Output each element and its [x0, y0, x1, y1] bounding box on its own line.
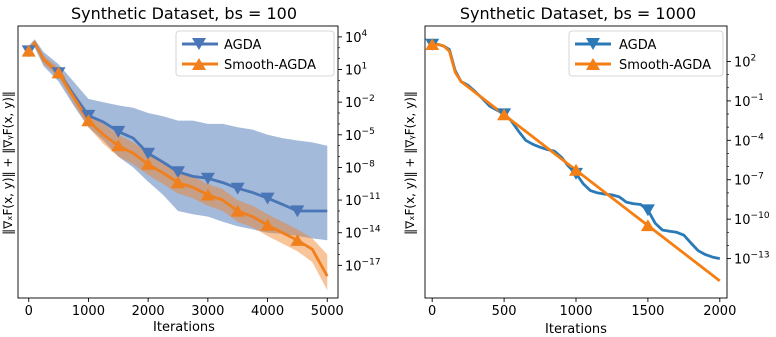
- data-point-marker: [171, 166, 185, 179]
- y-tick-label: 10−5: [345, 127, 375, 144]
- chart-left-y-ticks: 104 101 10−2 10−5 10−8 10−11 10−14 10−17: [338, 29, 381, 274]
- chart-left-lines: [27, 41, 329, 277]
- chart-left-ylabel: ‖∇ₓF(x, y)‖ + ‖∇ᵧF(x, y)‖: [1, 91, 15, 235]
- data-point-marker: [290, 205, 305, 218]
- data-point-marker: [497, 108, 512, 121]
- legend-agda-label: AGDA: [224, 38, 262, 53]
- chart-left-bands: [28, 39, 328, 291]
- chart-right-legend: AGDA Smooth-AGDA: [568, 30, 724, 77]
- y-tick-label: 10−2: [345, 94, 375, 111]
- chart-left-axes-frame: [17, 25, 339, 299]
- series-line: [27, 41, 329, 277]
- chart-left-x-ticks: 0 1000 2000 3000 4000 5000: [25, 298, 344, 319]
- chart-left-legend: AGDA Smooth-AGDA: [175, 30, 335, 77]
- y-tick-label: 104: [345, 29, 368, 46]
- x-tick-label: 0: [428, 304, 436, 319]
- legend-agda-marker: [586, 38, 600, 50]
- x-tick-label: 3000: [191, 304, 224, 319]
- chart-left-markers: [21, 44, 305, 246]
- data-point-marker: [200, 172, 215, 185]
- data-point-marker: [260, 192, 275, 205]
- y-tick-label: 10−8: [345, 159, 375, 176]
- legend-smooth-agda-label: Smooth-AGDA: [619, 58, 711, 73]
- confidence-band: [28, 39, 328, 241]
- chart-right-title: Synthetic Dataset, bs = 1000: [460, 4, 696, 23]
- data-point-marker: [200, 188, 215, 201]
- data-point-marker: [425, 38, 440, 50]
- chart-right: Synthetic Dataset, bs = 1000 0 500 1000 150…: [403, 4, 770, 337]
- data-point-marker: [51, 66, 66, 79]
- chart-right-x-ticks: 0 500 1000 1500 2000: [428, 298, 736, 319]
- x-tick-label: 1000: [72, 304, 105, 319]
- legend-agda-label: AGDA: [619, 38, 657, 53]
- y-tick-label: 10−13: [734, 251, 770, 268]
- y-tick-label: 10−17: [345, 257, 381, 274]
- data-point-marker: [230, 182, 245, 195]
- data-point-marker: [111, 125, 126, 138]
- x-tick-label: 1500: [631, 304, 664, 319]
- x-tick-label: 4000: [251, 304, 284, 319]
- chart-right-y-ticks: 102 10−1 10−4 10−7 10−10 10−13: [727, 53, 770, 268]
- series-line: [432, 43, 721, 260]
- data-point-marker: [171, 176, 185, 189]
- chart-left-title: Synthetic Dataset, bs = 100: [71, 4, 297, 23]
- x-tick-label: 500: [492, 304, 517, 319]
- y-tick-label: 101: [345, 62, 367, 79]
- y-tick-label: 10−1: [734, 93, 764, 110]
- chart-left-xlabel: Iterations: [153, 320, 215, 335]
- chart-right-markers: [425, 38, 655, 232]
- data-point-marker: [569, 163, 583, 176]
- legend-smooth-agda-label: Smooth-AGDA: [224, 58, 316, 73]
- y-tick-label: 102: [734, 53, 756, 70]
- x-tick-label: 1000: [559, 304, 592, 319]
- chart-right-ylabel: ‖∇ₓF(x, y)‖ + ‖∇ᵧF(x, y)‖: [403, 91, 417, 235]
- data-point-marker: [111, 139, 126, 152]
- data-point-marker: [640, 219, 655, 232]
- data-point-marker: [21, 44, 36, 57]
- y-tick-label: 10−14: [345, 225, 381, 242]
- x-tick-label: 5000: [311, 304, 344, 319]
- data-point-marker: [260, 218, 275, 231]
- chart-left: Synthetic Dataset, bs = 100 0 1000 2000 300…: [1, 4, 381, 335]
- y-tick-label: 10−10: [734, 211, 770, 228]
- legend-agda-marker: [192, 38, 206, 50]
- chart-right-xlabel: Iterations: [545, 322, 607, 337]
- x-tick-label: 2000: [132, 304, 165, 319]
- data-point-marker: [141, 147, 156, 160]
- x-tick-label: 2000: [703, 304, 736, 319]
- data-point-marker: [290, 234, 305, 246]
- data-point-marker: [230, 204, 245, 217]
- y-tick-label: 10−11: [345, 192, 381, 209]
- series-line: [432, 43, 721, 283]
- legend-smooth-agda-marker: [586, 58, 600, 70]
- data-point-marker: [141, 157, 156, 170]
- legend-smooth-agda-marker: [192, 58, 206, 70]
- y-tick-label: 10−4: [734, 132, 764, 149]
- y-tick-label: 10−7: [734, 172, 764, 189]
- x-tick-label: 0: [25, 304, 33, 319]
- data-point-marker: [81, 114, 96, 127]
- chart-right-lines: [432, 43, 721, 283]
- data-point-marker: [640, 204, 655, 217]
